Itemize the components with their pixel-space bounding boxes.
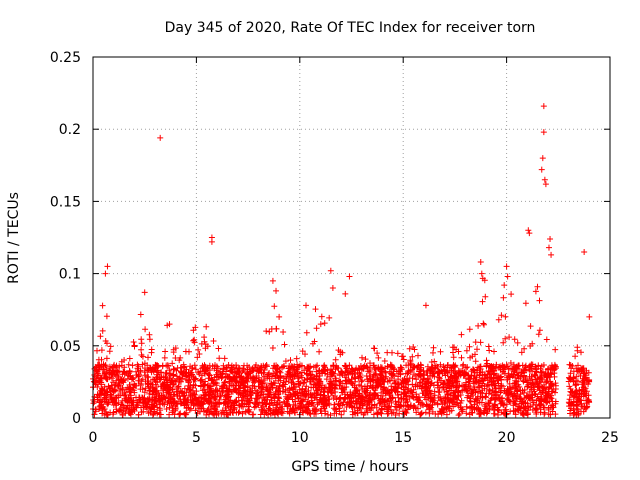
roti-point bbox=[547, 235, 554, 242]
roti-point bbox=[540, 103, 547, 110]
roti-point bbox=[542, 181, 549, 188]
roti-point bbox=[269, 277, 276, 284]
roti-point bbox=[208, 238, 215, 245]
plot-frame bbox=[92, 56, 611, 419]
x-tick-label: 5 bbox=[192, 430, 201, 446]
x-tick-label: 15 bbox=[394, 430, 412, 446]
roti-point bbox=[422, 302, 429, 309]
axis-ticks bbox=[92, 56, 611, 419]
roti-point bbox=[548, 251, 555, 258]
roti-point bbox=[581, 248, 588, 255]
roti-point bbox=[273, 287, 280, 294]
y-tick-label: 0.25 bbox=[50, 50, 81, 66]
x-tick-labels: 0 5 10 15 20 25 bbox=[89, 430, 619, 446]
roti-point bbox=[503, 263, 510, 270]
y-tick-label: 0.1 bbox=[59, 267, 81, 283]
roti-point bbox=[538, 166, 545, 173]
roti-dense-points bbox=[90, 275, 593, 419]
chart-title: Day 345 of 2020, Rate Of TEC Index for r… bbox=[165, 20, 536, 36]
y-axis-label: ROTI / TECUs bbox=[6, 192, 22, 284]
data-points bbox=[90, 103, 593, 419]
roti-point bbox=[586, 313, 593, 320]
x-tick-label: 0 bbox=[89, 430, 98, 446]
x-axis-label: GPS time / hours bbox=[291, 459, 408, 475]
roti-point bbox=[276, 313, 283, 320]
roti-point bbox=[477, 259, 484, 266]
x-tick-label: 25 bbox=[601, 430, 619, 446]
roti-point bbox=[541, 176, 548, 183]
roti-point bbox=[525, 227, 532, 234]
roti-point bbox=[540, 129, 547, 136]
roti-point bbox=[141, 289, 148, 296]
y-tick-labels: 0 0.05 0.1 0.15 0.2 0.25 bbox=[50, 50, 81, 427]
roti-point bbox=[303, 302, 310, 309]
roti-point bbox=[102, 270, 109, 277]
x-tick-label: 20 bbox=[498, 430, 516, 446]
roti-point bbox=[327, 267, 334, 274]
roti-point bbox=[329, 285, 336, 292]
y-tick-label: 0.2 bbox=[59, 122, 81, 138]
x-tick-label: 10 bbox=[291, 430, 309, 446]
roti-point bbox=[545, 244, 552, 251]
roti-point bbox=[166, 321, 173, 328]
y-tick-label: 0 bbox=[72, 411, 81, 427]
y-tick-label: 0.15 bbox=[50, 194, 81, 210]
roti-point bbox=[346, 273, 353, 280]
roti-point bbox=[526, 230, 533, 237]
y-tick-label: 0.05 bbox=[50, 339, 81, 355]
roti-point bbox=[104, 263, 111, 270]
roti-point bbox=[478, 270, 485, 277]
roti-point bbox=[157, 134, 164, 141]
roti-point bbox=[539, 155, 546, 162]
roti-point bbox=[342, 290, 349, 297]
roti-point bbox=[504, 273, 511, 280]
